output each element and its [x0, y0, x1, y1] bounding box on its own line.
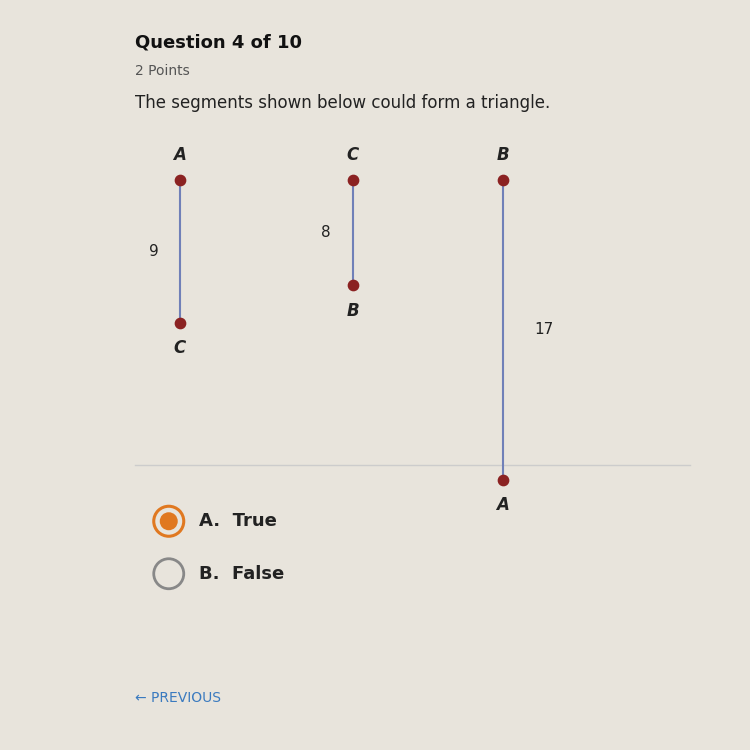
- Point: [174, 316, 186, 328]
- Text: B: B: [496, 146, 508, 164]
- Text: C: C: [174, 339, 186, 357]
- Text: ← PREVIOUS: ← PREVIOUS: [135, 691, 221, 704]
- Text: 9: 9: [148, 244, 159, 259]
- Text: C: C: [346, 146, 358, 164]
- Text: B: B: [346, 302, 358, 320]
- Text: A: A: [496, 496, 509, 514]
- Text: 2 Points: 2 Points: [135, 64, 190, 78]
- Text: A: A: [173, 146, 187, 164]
- Text: The segments shown below could form a triangle.: The segments shown below could form a tr…: [135, 94, 550, 112]
- Text: B.  False: B. False: [199, 565, 284, 583]
- Point: [174, 174, 186, 186]
- Circle shape: [160, 512, 178, 530]
- Point: [346, 174, 358, 186]
- Point: [496, 174, 508, 186]
- Point: [496, 474, 508, 486]
- Text: A.  True: A. True: [199, 512, 277, 530]
- Point: [346, 279, 358, 291]
- Text: 8: 8: [322, 225, 331, 240]
- Text: Question 4 of 10: Question 4 of 10: [135, 34, 302, 52]
- Text: 17: 17: [534, 322, 554, 338]
